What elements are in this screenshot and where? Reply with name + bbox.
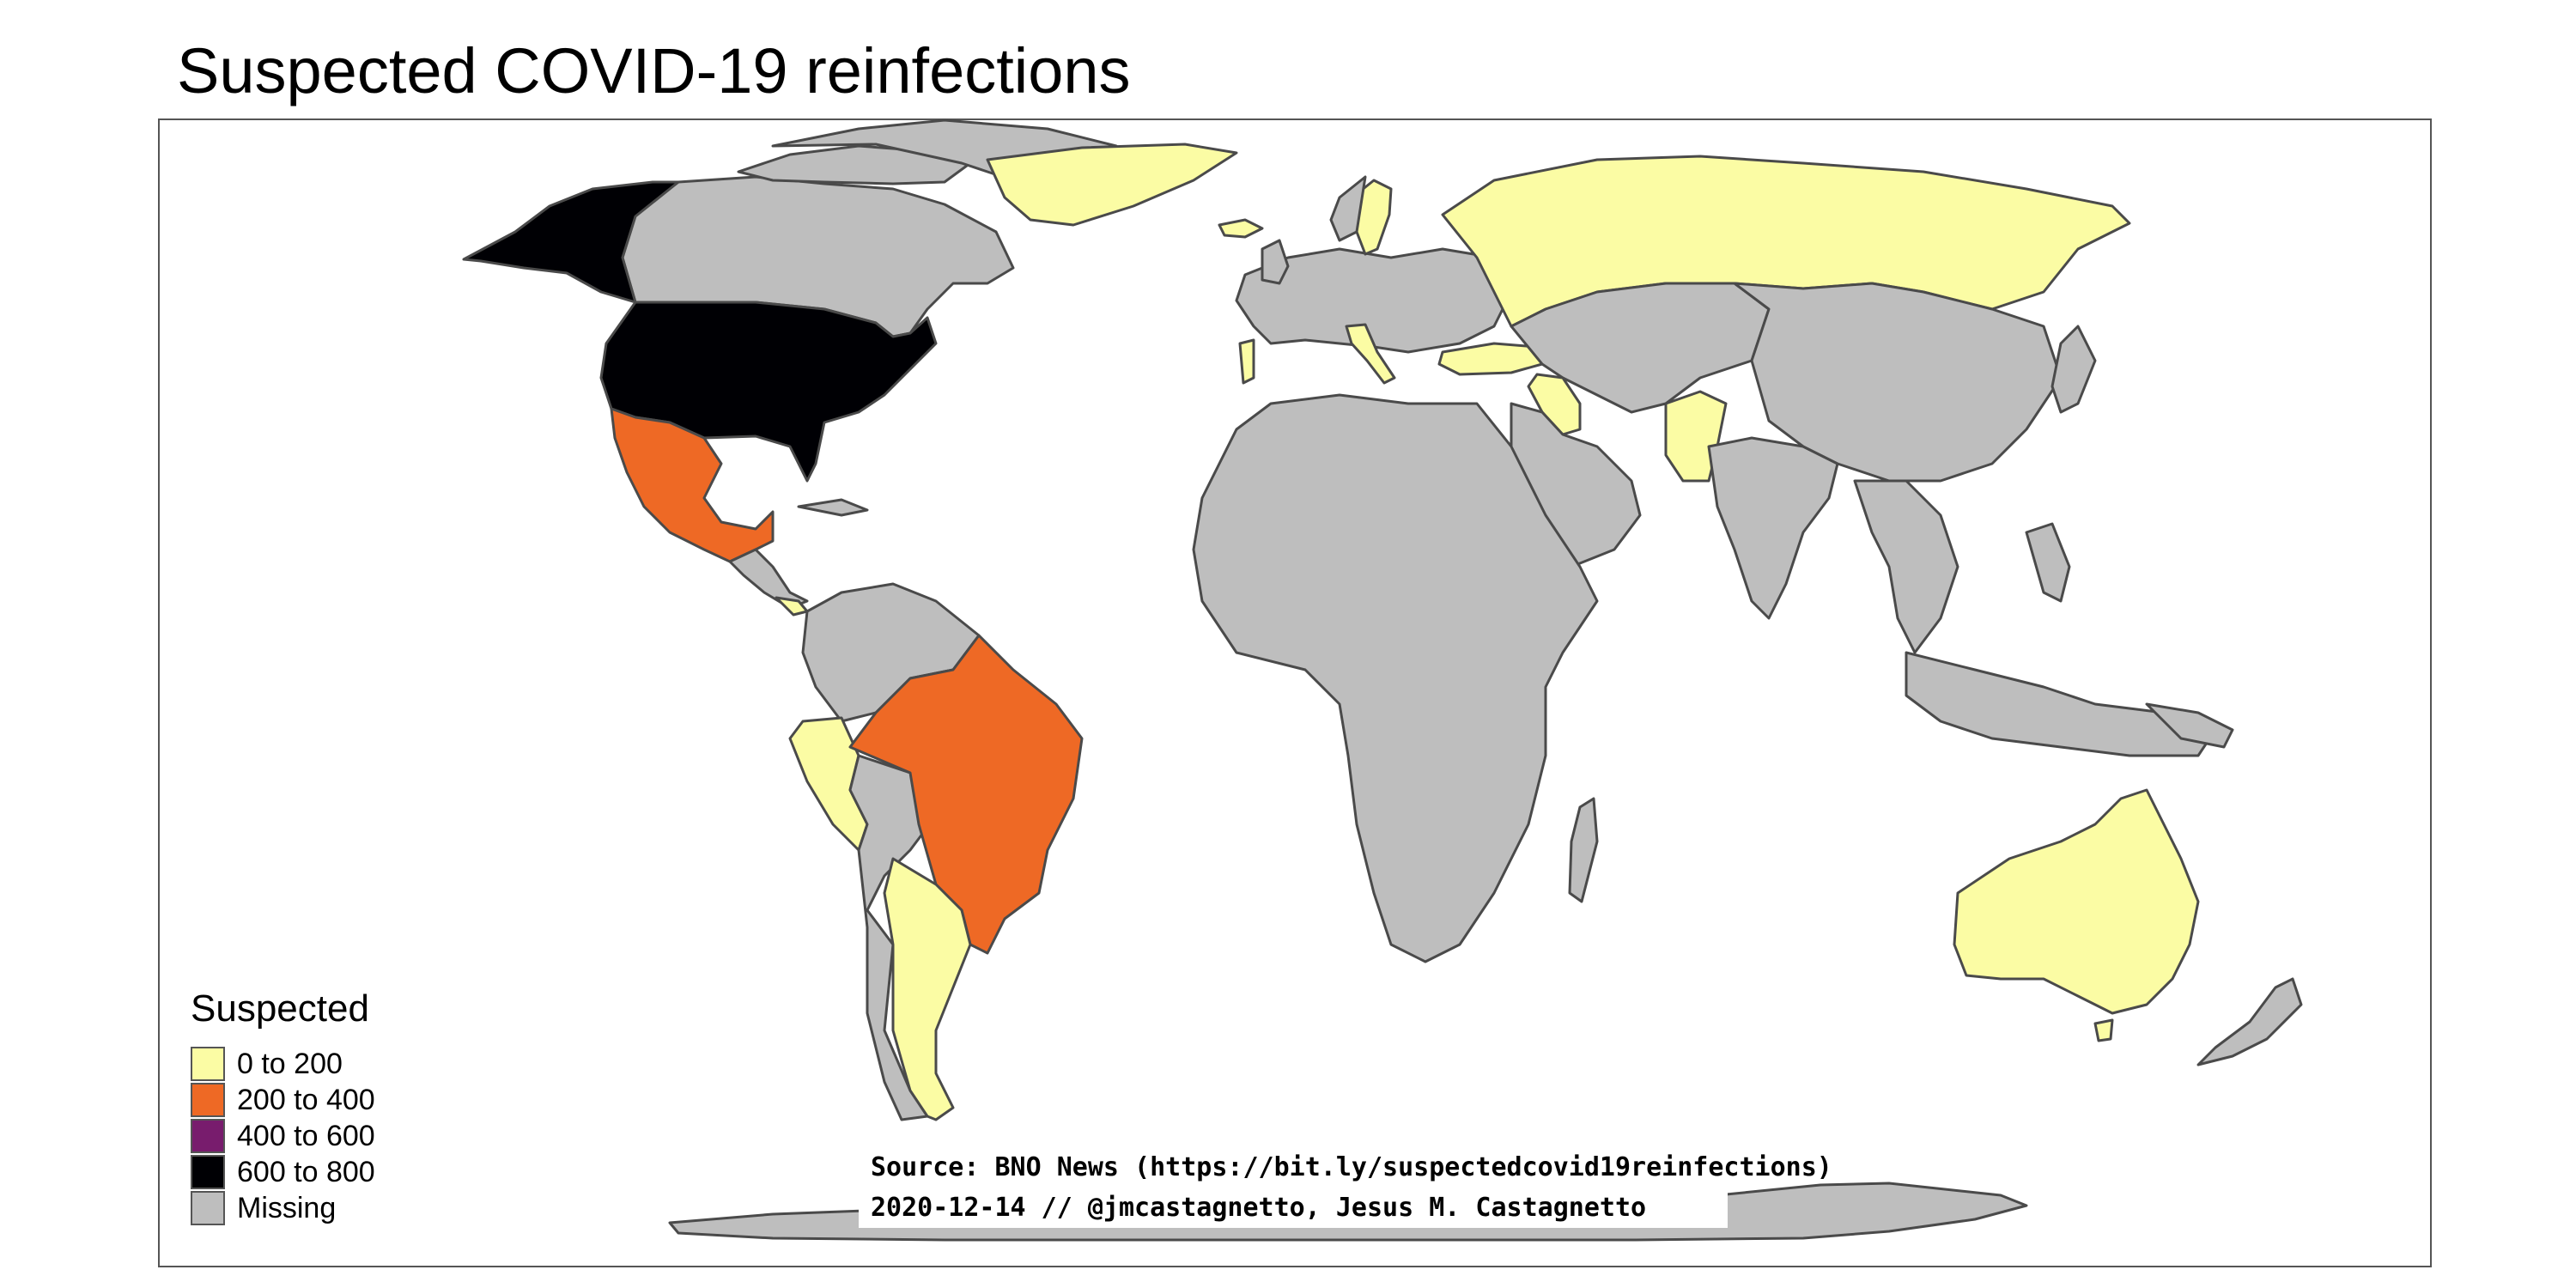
legend-swatch xyxy=(191,1191,225,1225)
legend-item: 0 to 200 xyxy=(191,1046,375,1082)
region-sweden xyxy=(1355,179,1393,256)
legend-items: 0 to 200 200 to 400 400 to 600 600 to 800 Mi… xyxy=(191,1046,375,1226)
legend-swatch xyxy=(191,1155,225,1189)
region-japan xyxy=(2050,325,2097,414)
legend-item: Missing xyxy=(191,1190,375,1226)
legend-item: 400 to 600 xyxy=(191,1118,375,1154)
region-indonesia xyxy=(1905,651,2217,757)
region-iraq xyxy=(1527,373,1582,436)
legend-label: 0 to 200 xyxy=(237,1047,343,1080)
region-greenland xyxy=(986,143,1238,227)
region-australia xyxy=(1953,788,2200,1015)
region-china xyxy=(1733,282,2063,483)
legend-label: 600 to 800 xyxy=(237,1155,375,1188)
region-philippines xyxy=(2025,522,2071,603)
map-legend: Suspected 0 to 200 200 to 400 400 to 600 60… xyxy=(191,987,375,1226)
region-europe xyxy=(1235,247,1513,354)
region-southeast-asia xyxy=(1853,479,1959,654)
legend-item: 200 to 400 xyxy=(191,1082,375,1118)
legend-item: 600 to 800 xyxy=(191,1154,375,1190)
region-africa xyxy=(1192,393,1599,963)
region-uk xyxy=(1261,239,1290,285)
legend-swatch xyxy=(191,1047,225,1081)
region-italy xyxy=(1345,323,1396,385)
region-central-america xyxy=(728,548,809,610)
region-canada-islands xyxy=(737,144,972,185)
region-argentina xyxy=(883,857,972,1121)
map-frame xyxy=(158,118,2432,1267)
region-turkey xyxy=(1437,342,1544,376)
region-portugal xyxy=(1238,338,1255,385)
region-mexico xyxy=(610,407,775,563)
region-alaska xyxy=(462,180,680,304)
region-scandinavia xyxy=(1329,175,1367,242)
region-caribbean xyxy=(797,498,869,517)
legend-label: Missing xyxy=(237,1191,337,1224)
region-iceland xyxy=(1218,218,1264,239)
region-madagascar xyxy=(1568,797,1599,903)
legend-swatch xyxy=(191,1119,225,1153)
region-india xyxy=(1707,436,1839,620)
region-central-asia xyxy=(1510,282,1771,414)
legend-swatch xyxy=(191,1083,225,1117)
credits-box: Source: BNO News (https://bit.ly/suspect… xyxy=(859,1147,1832,1228)
source-caption: Source: BNO News (https://bit.ly/suspect… xyxy=(859,1147,1832,1188)
legend-label: 400 to 600 xyxy=(237,1119,375,1152)
region-tasmania xyxy=(2093,1018,2114,1042)
legend-label: 200 to 400 xyxy=(237,1083,375,1116)
region-papua xyxy=(2145,702,2234,749)
legend-title: Suspected xyxy=(191,987,369,1030)
map-title: Suspected COVID-19 reinfections xyxy=(177,35,1131,106)
region-new-zealand xyxy=(2196,977,2303,1066)
date-author-caption: 2020-12-14 // @jmcastagnetto, Jesus M. C… xyxy=(859,1188,1728,1228)
